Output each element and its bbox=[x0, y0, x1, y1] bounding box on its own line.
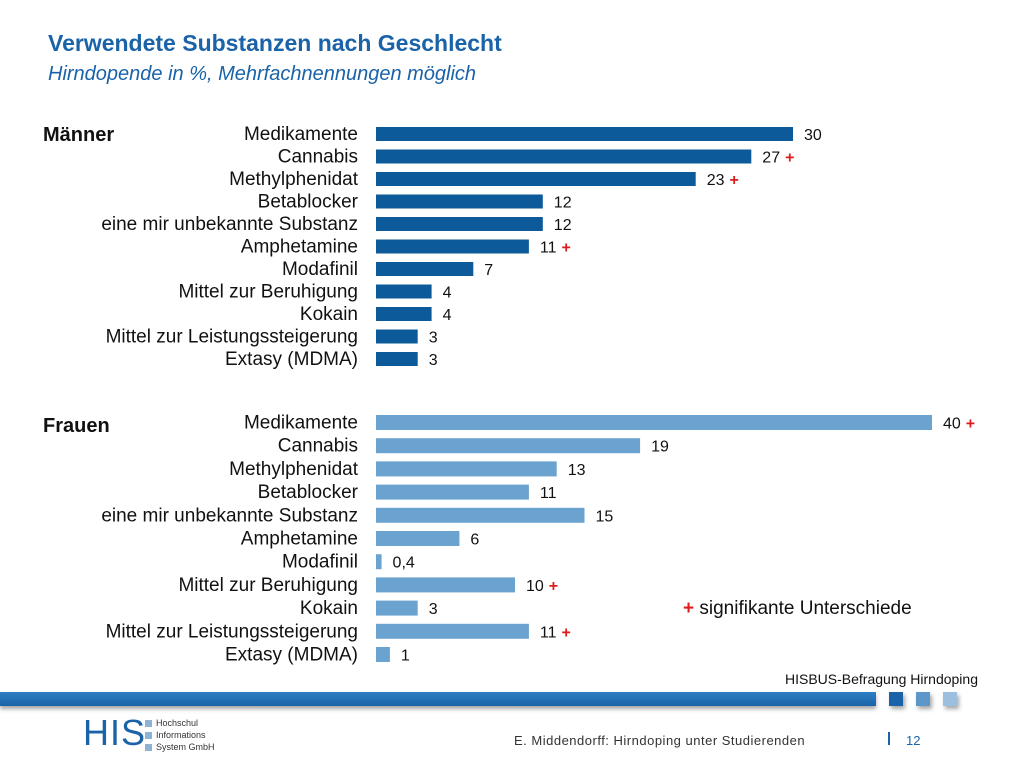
category-label: Cannabis bbox=[278, 147, 358, 168]
category-label: Modafinil bbox=[282, 552, 358, 573]
bar bbox=[376, 352, 418, 366]
bar bbox=[376, 307, 432, 321]
slide-title: Verwendete Substanzen nach Geschlecht bbox=[48, 30, 502, 56]
category-label: Extasy (MDMA) bbox=[225, 645, 358, 666]
significance-plus: + bbox=[549, 578, 558, 595]
value-label: 40 + bbox=[943, 416, 975, 433]
significance-plus: + bbox=[729, 172, 738, 189]
category-label: Amphetamine bbox=[241, 529, 358, 550]
value-label: 3 bbox=[429, 601, 438, 618]
bar bbox=[376, 484, 529, 500]
value-label: 12 bbox=[554, 217, 572, 234]
value-label: 6 bbox=[470, 532, 479, 549]
category-label: Methylphenidat bbox=[229, 459, 359, 480]
value-label: 23 + bbox=[707, 172, 739, 189]
group-label: Frauen bbox=[43, 415, 110, 437]
logo-line-text: Hochschul bbox=[156, 718, 199, 728]
bar bbox=[376, 284, 432, 299]
bar bbox=[376, 217, 543, 231]
bar bbox=[376, 262, 474, 276]
bar bbox=[376, 149, 752, 164]
bar bbox=[376, 507, 585, 523]
logo-line-text: Informations bbox=[156, 730, 206, 740]
category-label: Kokain bbox=[300, 598, 358, 619]
bar bbox=[376, 239, 529, 254]
bar bbox=[376, 329, 418, 344]
slide-subtitle: Hirndopende in %, Mehrfachnennungen mögl… bbox=[48, 63, 477, 85]
category-label: eine mir unbekannte Substanz bbox=[101, 214, 358, 235]
logo-square-icon bbox=[145, 719, 152, 727]
group-label: Männer bbox=[43, 124, 114, 146]
category-label: Modafinil bbox=[282, 259, 358, 280]
page-number: 12 bbox=[906, 733, 921, 748]
value-label: 19 bbox=[651, 439, 669, 456]
value-label: 4 bbox=[443, 285, 452, 302]
significance-plus: + bbox=[966, 416, 975, 433]
legend-text: signifikante Unterschiede bbox=[699, 598, 912, 619]
category-label: Mittel zur Beruhigung bbox=[178, 282, 358, 303]
category-label: Mittel zur Leistungssteigerung bbox=[106, 621, 358, 642]
bar-chart: Männer Medikamente 30 Cannabis 27 + Methylphen… bbox=[43, 124, 975, 666]
significance-legend: + signifikante Unterschiede bbox=[683, 598, 912, 620]
value-label: 13 bbox=[568, 462, 586, 479]
category-label: Betablocker bbox=[258, 482, 359, 503]
category-label: Extasy (MDMA) bbox=[225, 349, 358, 370]
category-label: Betablocker bbox=[258, 192, 359, 213]
footer-author: E. Middendorff: Hirndoping unter Studier… bbox=[514, 733, 806, 748]
value-label: 27 + bbox=[762, 150, 794, 167]
significance-plus: + bbox=[785, 150, 794, 167]
value-label: 11 bbox=[540, 485, 557, 502]
value-label: 4 bbox=[443, 307, 452, 324]
footer-separator bbox=[888, 732, 890, 745]
value-label: 3 bbox=[429, 330, 438, 347]
value-label: 12 bbox=[554, 195, 572, 212]
logo-wordmark: HIS bbox=[83, 712, 147, 753]
value-label: 10 + bbox=[526, 578, 558, 595]
legend-plus-symbol: + bbox=[683, 598, 695, 619]
category-label: Mittel zur Leistungssteigerung bbox=[106, 327, 358, 348]
footer-square-dark bbox=[889, 692, 903, 706]
category-label: eine mir unbekannte Substanz bbox=[101, 505, 358, 526]
bar bbox=[376, 623, 529, 639]
bar bbox=[376, 438, 641, 454]
category-label: Kokain bbox=[300, 304, 358, 325]
bar bbox=[376, 415, 932, 430]
bar bbox=[376, 577, 515, 593]
category-label: Cannabis bbox=[278, 436, 358, 457]
bar bbox=[376, 172, 696, 186]
value-label: 15 bbox=[596, 508, 614, 525]
category-label: Medikamente bbox=[244, 413, 358, 434]
category-label: Medikamente bbox=[244, 124, 358, 145]
significance-plus: + bbox=[562, 624, 571, 641]
value-label: 0,4 bbox=[393, 555, 415, 572]
value-label: 7 bbox=[484, 262, 493, 279]
bar bbox=[376, 554, 382, 570]
value-label: 11 + bbox=[540, 240, 571, 257]
significance-plus: + bbox=[562, 240, 571, 257]
logo-square-icon bbox=[145, 743, 152, 751]
bar bbox=[376, 127, 793, 141]
value-label: 1 bbox=[401, 648, 410, 665]
bar bbox=[376, 647, 390, 662]
logo-line: Informations bbox=[145, 729, 215, 741]
footer-square-medium bbox=[916, 692, 930, 706]
source-note: HISBUS-Befragung Hirndoping bbox=[785, 671, 978, 687]
bar bbox=[376, 600, 418, 616]
value-label: 3 bbox=[429, 352, 438, 369]
footer-square-light bbox=[943, 692, 957, 706]
category-label: Mittel zur Beruhigung bbox=[178, 575, 358, 596]
logo-square-icon bbox=[145, 731, 152, 739]
bar bbox=[376, 531, 460, 546]
logo-line: System GmbH bbox=[145, 741, 215, 753]
logo-line-text: System GmbH bbox=[156, 742, 215, 752]
bar bbox=[376, 194, 543, 209]
category-label: Amphetamine bbox=[241, 237, 358, 258]
value-label: 11 + bbox=[540, 624, 571, 641]
logo-line: Hochschul bbox=[145, 717, 215, 729]
bar bbox=[376, 461, 557, 477]
value-label: 30 bbox=[804, 127, 822, 144]
category-label: Methylphenidat bbox=[229, 169, 359, 190]
footer-bar bbox=[0, 692, 876, 706]
